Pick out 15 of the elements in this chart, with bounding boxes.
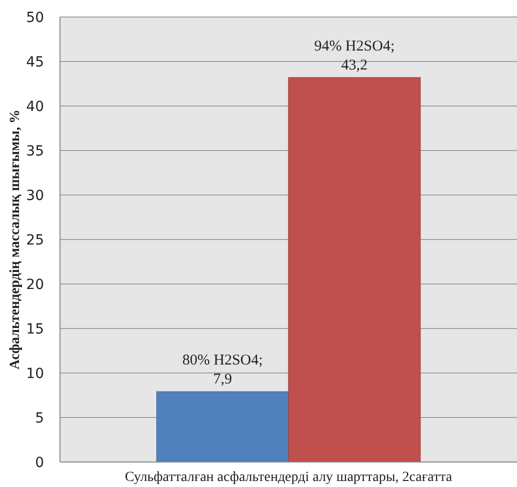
y-tick-label: 25 [26,232,44,248]
y-tick-label: 0 [35,454,44,471]
y-tick-label: 15 [26,321,44,338]
y-tick-label: 30 [26,188,44,204]
data-label: 80% H2SO4; 7,9 [182,352,263,388]
y-tick-label: 20 [26,276,44,293]
y-tick-label: 5 [35,410,44,426]
y-tick-label: 45 [26,54,44,70]
y-tick-label: 10 [26,366,44,382]
y-axis-title: Асфальтендердің массалық шығымы, % [8,110,23,370]
x-axis-title: Сульфатталған асфальтендерді алу шарттары, 2сағатта [124,470,453,485]
y-tick-label: 35 [26,143,44,160]
y-tick-label: 40 [26,98,44,115]
y-tick-label: 50 [26,10,44,26]
data-label: 94% H2SO4; 43,2 [314,38,395,74]
